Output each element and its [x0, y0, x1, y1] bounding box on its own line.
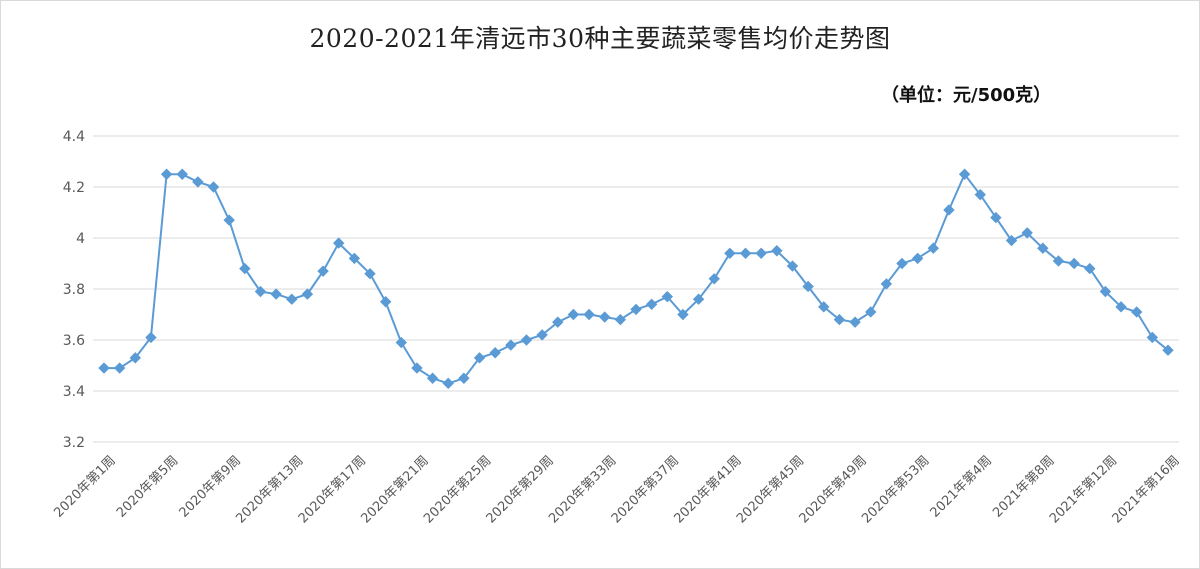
data-point — [1052, 255, 1065, 267]
data-point — [505, 339, 517, 351]
data-point — [176, 168, 188, 180]
data-point — [598, 311, 611, 323]
data-point — [614, 313, 627, 326]
x-tick-label: 2021年第16周 — [1110, 453, 1183, 526]
data-point — [364, 267, 376, 280]
data-point — [958, 168, 971, 180]
data-point — [489, 347, 501, 359]
y-tick-label: 4.2 — [63, 180, 85, 196]
x-tick-label: 2021年第4周 — [928, 453, 995, 520]
data-point — [677, 308, 689, 321]
data-point — [426, 372, 439, 384]
unit-note: （单位：元/500克） — [881, 85, 1052, 106]
data-point — [520, 334, 533, 346]
data-point — [348, 252, 361, 265]
data-point — [849, 316, 861, 328]
data-point — [943, 204, 955, 216]
data-point — [567, 308, 580, 321]
x-tick-label: 2020年第5周 — [114, 453, 181, 520]
data-point — [1115, 301, 1127, 313]
data-point — [802, 280, 814, 293]
data-point — [1084, 262, 1096, 275]
data-point — [223, 214, 235, 226]
data-point — [864, 306, 877, 318]
data-point — [1099, 285, 1112, 298]
data-point — [724, 247, 736, 260]
y-tick-label: 3.2 — [63, 435, 85, 451]
y-tick-label: 3.4 — [63, 384, 85, 400]
data-point — [896, 257, 908, 270]
data-point — [990, 211, 1002, 224]
data-point — [1146, 331, 1159, 344]
data-point — [708, 273, 720, 285]
data-point — [98, 362, 110, 374]
data-point — [552, 316, 564, 328]
data-point — [192, 176, 204, 188]
data-point — [458, 372, 470, 384]
data-point — [1037, 242, 1049, 254]
data-point — [332, 237, 345, 249]
data-point — [254, 285, 267, 298]
y-tick-label: 4 — [76, 231, 85, 247]
data-point — [286, 293, 298, 305]
data-point — [645, 298, 658, 311]
data-point — [1130, 306, 1143, 318]
data-point — [911, 252, 924, 265]
data-point — [129, 352, 142, 364]
data-point — [833, 313, 846, 326]
x-tick-label: 2020年第1周 — [51, 453, 118, 520]
data-point — [880, 278, 893, 290]
data-point — [583, 308, 595, 321]
x-tick-label: 2020年第9周 — [177, 453, 244, 520]
data-point — [786, 260, 799, 272]
data-point — [692, 293, 705, 305]
data-point — [379, 296, 392, 308]
data-point — [1162, 344, 1174, 356]
data-point — [113, 362, 126, 374]
data-point — [630, 303, 642, 316]
data-point — [207, 181, 220, 193]
data-point — [317, 265, 329, 277]
data-point — [160, 168, 173, 180]
series-line — [104, 172, 1169, 385]
data-point — [239, 262, 251, 275]
data-point — [927, 242, 940, 254]
data-point — [395, 336, 408, 349]
data-point — [473, 352, 486, 364]
data-point — [145, 331, 157, 344]
x-tick-label: 2021年第8周 — [990, 453, 1057, 520]
data-point — [270, 288, 282, 300]
data-point — [411, 362, 423, 374]
y-tick-label: 3.6 — [63, 333, 85, 349]
data-point — [1068, 257, 1080, 270]
data-point — [974, 188, 986, 201]
data-point — [536, 329, 548, 341]
data-point — [739, 247, 752, 260]
data-point — [818, 301, 830, 313]
data-point — [1021, 227, 1033, 239]
data-point — [301, 288, 314, 300]
data-point — [755, 247, 767, 260]
chart-title: 2020-2021年清远市30种主要蔬菜零售均价走势图 — [309, 24, 891, 53]
data-point — [1005, 234, 1018, 247]
data-point — [442, 377, 454, 390]
data-point — [661, 290, 674, 303]
x-tick-label: 2020年第53周 — [859, 453, 932, 526]
y-tick-label: 4.4 — [63, 129, 85, 145]
y-tick-label: 3.8 — [63, 282, 85, 298]
data-point — [771, 245, 783, 257]
